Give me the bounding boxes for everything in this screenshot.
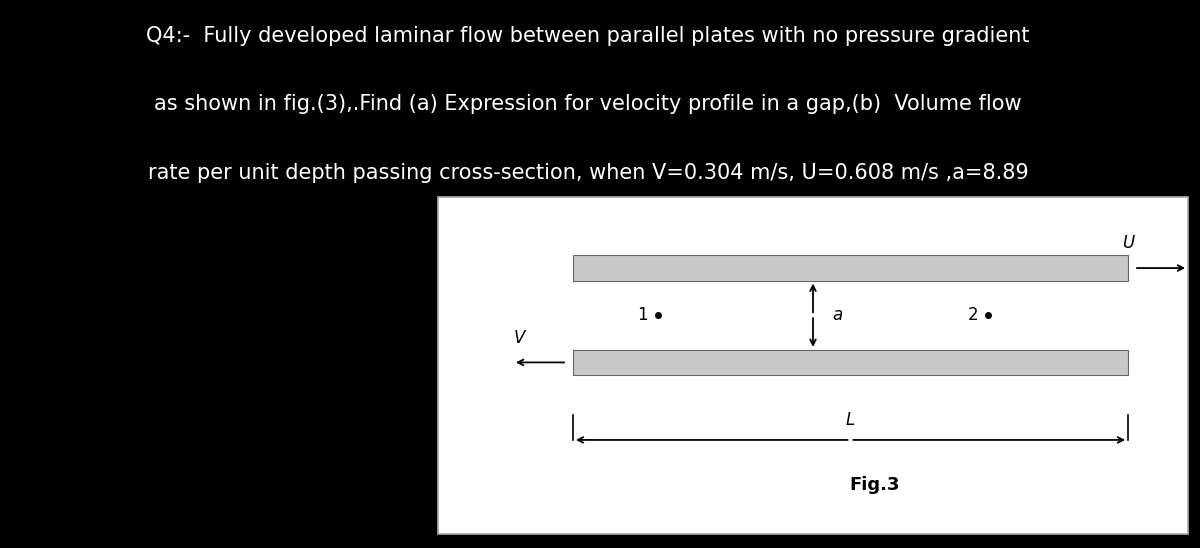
Text: 2: 2 <box>967 306 978 324</box>
Text: a: a <box>833 306 842 324</box>
Bar <box>574 350 1128 375</box>
FancyBboxPatch shape <box>438 197 1188 534</box>
Text: mm: mm <box>1141 223 1182 243</box>
Text: rate per unit depth passing cross-section, when V=0.304 m/s, U=0.608 m/s ,a=8.89: rate per unit depth passing cross-sectio… <box>148 163 1028 182</box>
Text: L: L <box>846 411 856 429</box>
Text: Fig.3: Fig.3 <box>850 476 900 494</box>
Bar <box>574 255 1128 281</box>
Text: 1: 1 <box>637 306 648 324</box>
Text: V: V <box>514 329 524 347</box>
Text: U: U <box>1122 235 1134 253</box>
Text: as shown in fig.(3),.Find (a) Expression for velocity profile in a gap,(b)  Volu: as shown in fig.(3),.Find (a) Expression… <box>154 94 1022 114</box>
Text: Q4:-  Fully developed laminar flow between parallel plates with no pressure grad: Q4:- Fully developed laminar flow betwee… <box>146 26 1030 45</box>
